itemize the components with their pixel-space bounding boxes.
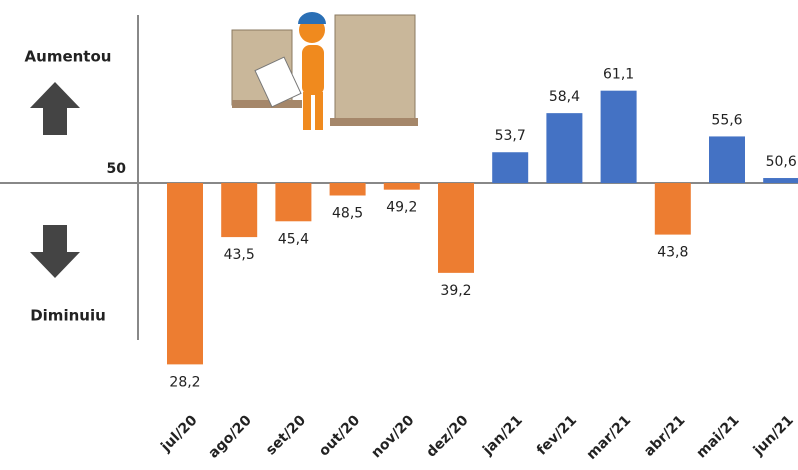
bar xyxy=(221,183,258,238)
x-tick-label: abr/21 xyxy=(641,412,688,459)
value-label: 50,6 xyxy=(766,154,797,170)
up-arrow xyxy=(30,82,80,135)
x-tick-label: jun/21 xyxy=(750,412,797,459)
x-tick-label: nov/20 xyxy=(368,412,417,461)
value-label: 55,6 xyxy=(711,112,742,128)
illustration xyxy=(231,12,418,130)
value-label: 53,7 xyxy=(495,128,526,144)
bar xyxy=(654,183,691,235)
value-label: 45,4 xyxy=(278,231,309,247)
bar xyxy=(492,152,529,184)
down-arrow xyxy=(30,225,80,278)
x-tick-label: mar/21 xyxy=(584,412,635,463)
x-tick-label: fev/21 xyxy=(534,412,580,458)
x-tick-label: set/20 xyxy=(263,412,309,458)
x-tick-label: jul/20 xyxy=(157,412,200,455)
value-label: 39,2 xyxy=(440,283,471,299)
x-tick-label: dez/20 xyxy=(423,412,471,460)
value-label: 48,5 xyxy=(332,206,363,222)
bar xyxy=(763,178,798,184)
y-tick-label: 50 xyxy=(107,161,127,177)
increase-label: Aumentou xyxy=(25,48,112,66)
value-label: 28,2 xyxy=(169,374,200,390)
bar xyxy=(329,183,366,196)
x-tick-label: mai/21 xyxy=(694,412,743,461)
value-label: 58,4 xyxy=(549,89,580,105)
bar xyxy=(167,183,203,365)
value-label: 61,1 xyxy=(603,67,634,83)
bar xyxy=(383,183,420,190)
decrease-label: Diminuiu xyxy=(30,307,106,325)
x-tick-label: out/20 xyxy=(316,412,363,459)
value-label: 43,8 xyxy=(657,245,688,261)
bar xyxy=(546,113,583,184)
value-label: 43,5 xyxy=(224,247,255,263)
bar xyxy=(438,183,474,273)
bar xyxy=(709,136,745,184)
bar xyxy=(275,183,312,222)
value-label: 49,2 xyxy=(386,200,417,216)
x-tick-label: ago/20 xyxy=(206,412,255,461)
x-tick-label: jan/21 xyxy=(479,412,526,459)
bar xyxy=(600,90,637,184)
